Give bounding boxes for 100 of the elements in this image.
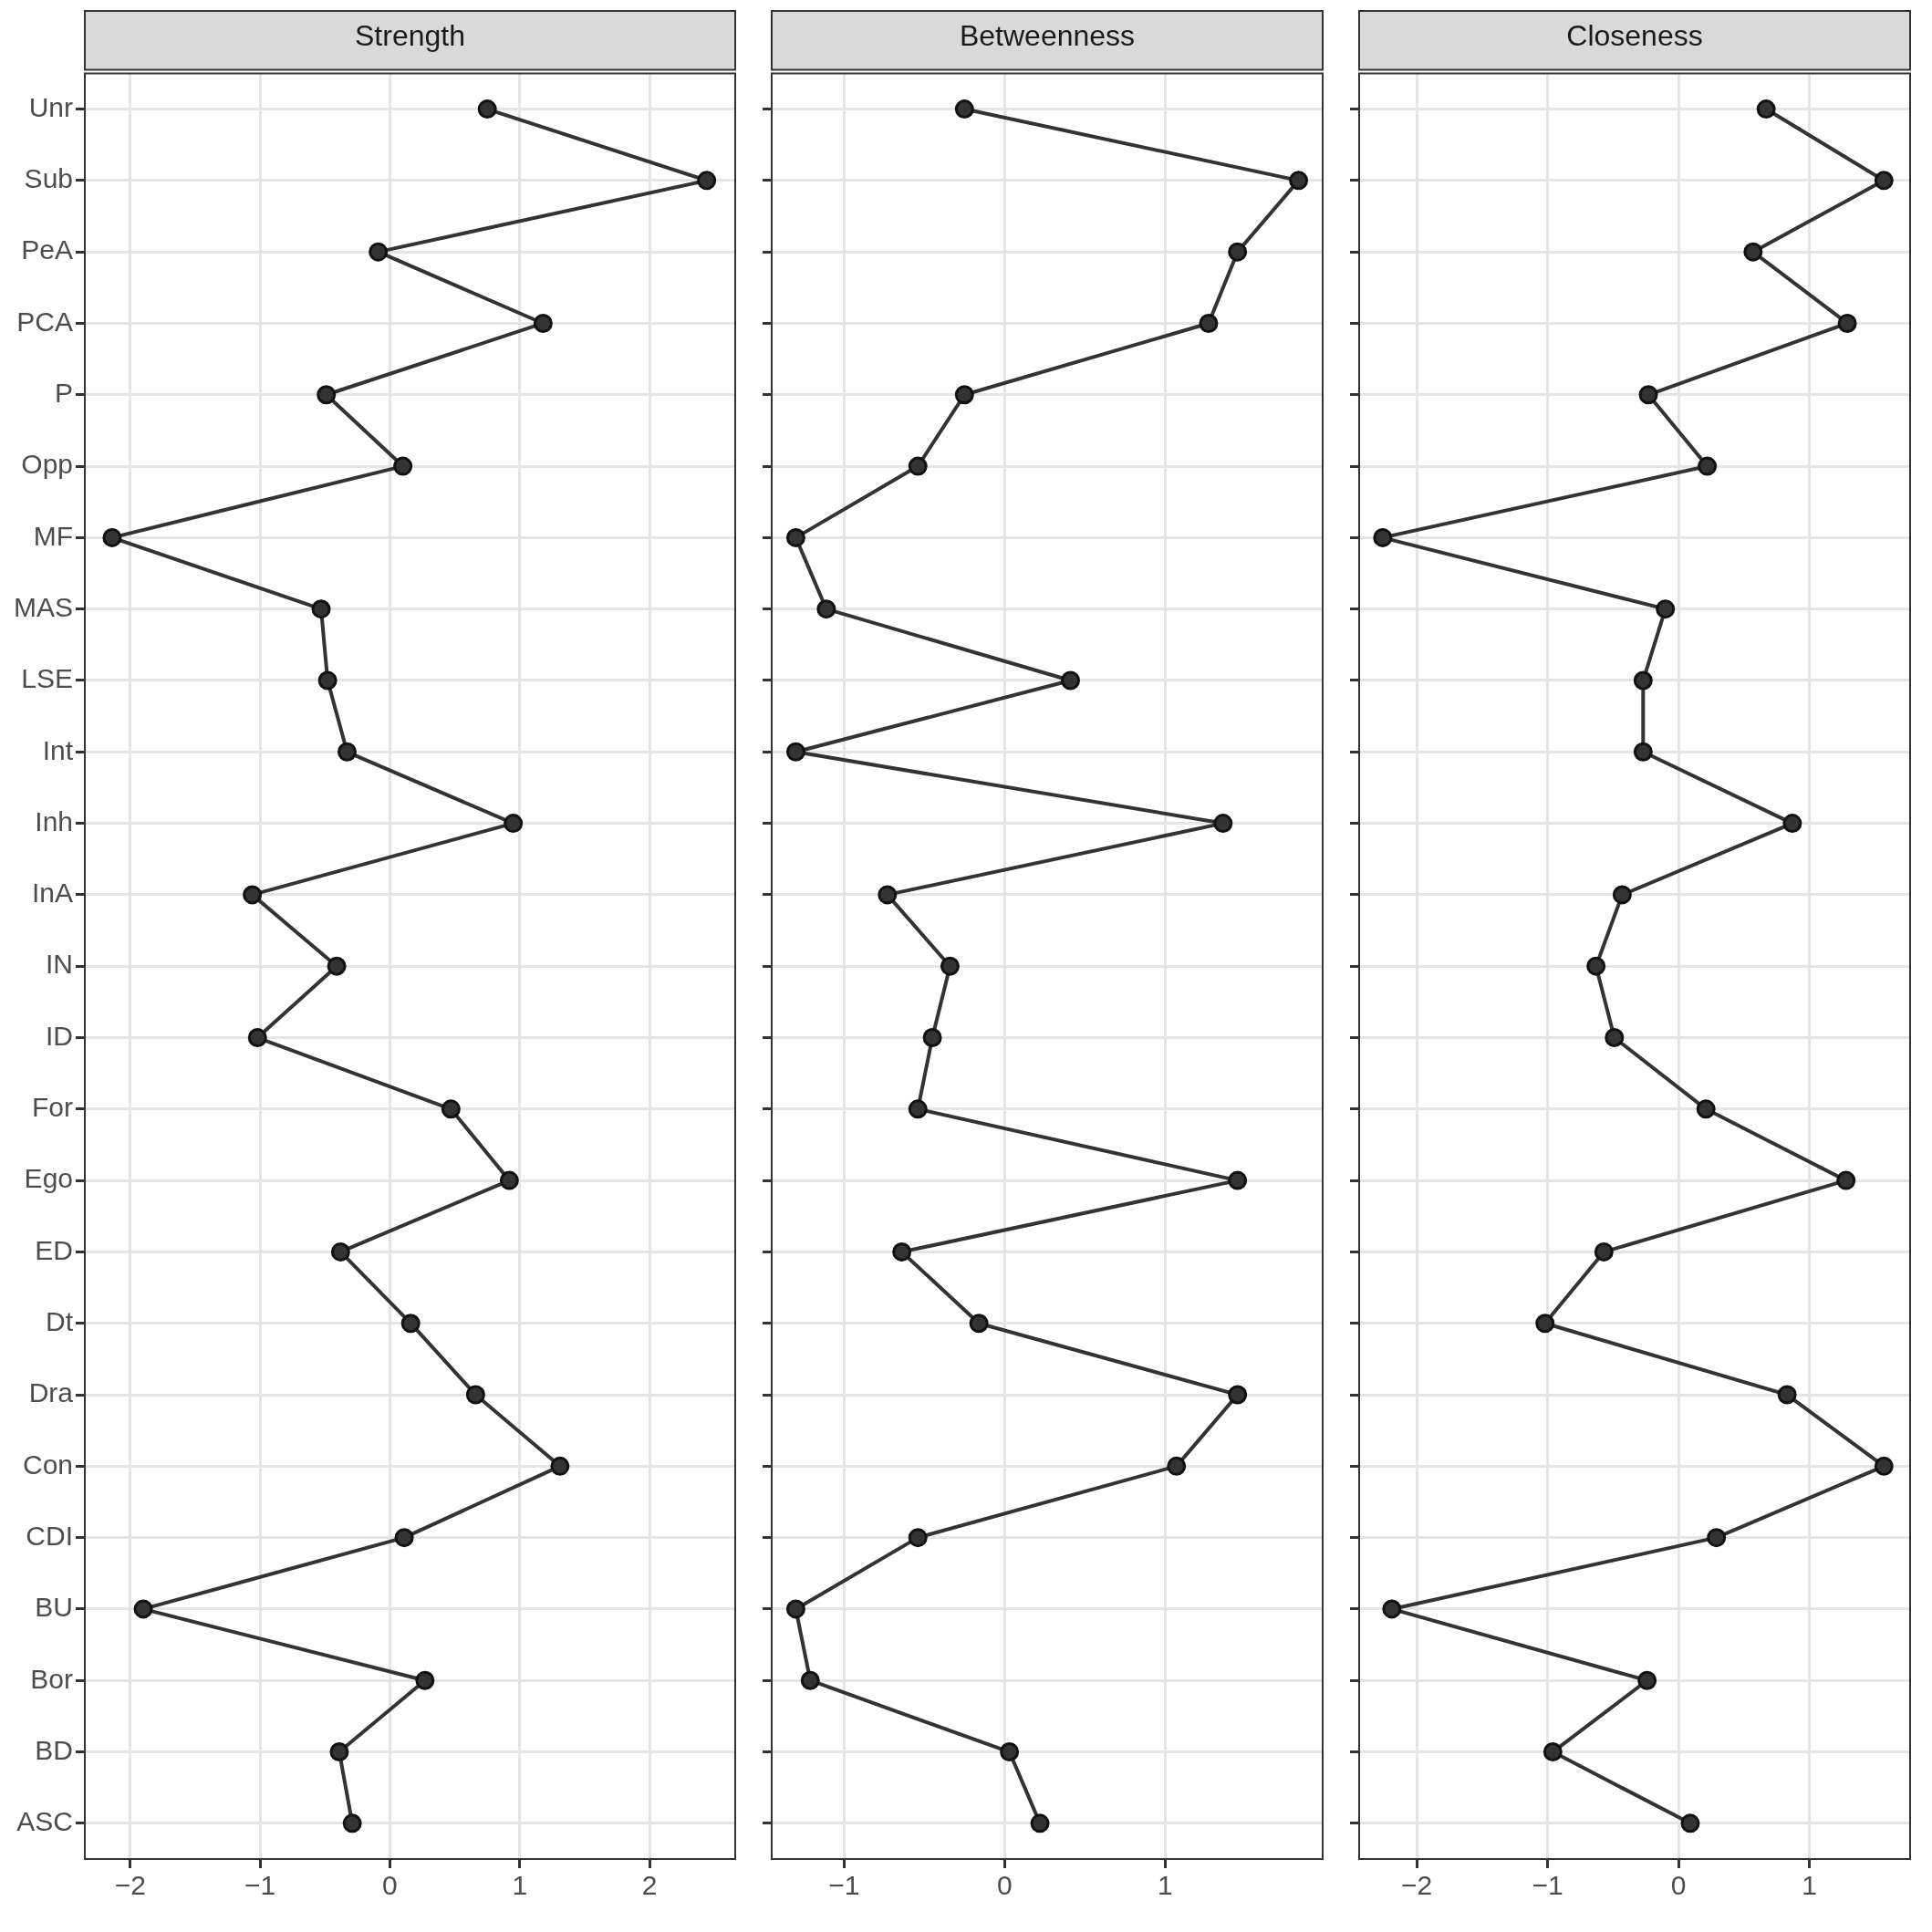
x-tick-label: 0	[996, 1870, 1013, 1901]
point	[477, 99, 497, 119]
y-tick-label: MAS	[13, 591, 74, 622]
point	[415, 1670, 435, 1690]
point	[317, 670, 338, 691]
point	[785, 742, 805, 762]
point	[1637, 1670, 1657, 1690]
x-tick-label: −1	[1532, 1870, 1563, 1901]
point	[1782, 814, 1802, 834]
y-tick-label: MF	[33, 520, 74, 551]
point	[1837, 313, 1857, 333]
chart-title: Closeness	[1566, 19, 1703, 53]
x-tick-label: −1	[244, 1870, 276, 1901]
point	[969, 1314, 989, 1334]
point	[1373, 527, 1393, 547]
point	[892, 1241, 912, 1262]
point	[394, 1528, 414, 1548]
point	[1199, 313, 1219, 333]
point	[954, 385, 974, 405]
point	[1698, 456, 1718, 476]
y-tick-label: BU	[35, 1592, 74, 1623]
x-tick-label: 1	[1158, 1870, 1173, 1901]
y-tick-label: P	[54, 378, 74, 409]
point	[465, 1385, 485, 1405]
point	[1542, 1742, 1563, 1762]
point	[954, 99, 974, 119]
x-tick-label: 1	[1802, 1870, 1817, 1901]
x-tick-label: 0	[382, 1870, 398, 1901]
point	[908, 1528, 928, 1548]
y-tick-label: Unr	[28, 91, 74, 122]
point	[504, 814, 524, 834]
point	[816, 599, 836, 619]
point	[800, 1670, 820, 1690]
point	[1030, 1813, 1050, 1833]
y-tick-label: LSE	[21, 663, 74, 694]
point	[1228, 1170, 1248, 1190]
point	[441, 1099, 461, 1119]
point	[337, 742, 357, 762]
point	[369, 242, 389, 262]
point	[243, 885, 263, 905]
point	[1061, 670, 1081, 691]
y-tick-label: Ego	[24, 1163, 74, 1194]
point	[1756, 99, 1776, 119]
point	[1633, 742, 1653, 762]
point	[329, 1742, 349, 1762]
x-tick-label: 1	[512, 1870, 528, 1901]
point	[1707, 1528, 1727, 1548]
y-tick-label: InA	[31, 878, 74, 909]
point	[1594, 1241, 1614, 1262]
point	[499, 1170, 519, 1190]
y-tick-label: PCA	[16, 306, 74, 337]
point	[1680, 1813, 1700, 1833]
y-tick-label: IN	[46, 949, 74, 980]
point	[1000, 1742, 1020, 1762]
point	[1656, 599, 1676, 619]
x-tick-label: 0	[1670, 1870, 1687, 1901]
point	[1289, 171, 1309, 191]
point	[1633, 670, 1653, 691]
point	[1836, 1170, 1856, 1190]
point	[133, 1599, 153, 1619]
point	[1696, 1099, 1716, 1119]
y-tick-label: ASC	[16, 1806, 74, 1837]
point	[393, 456, 413, 476]
point	[550, 1456, 570, 1476]
point	[311, 599, 331, 619]
x-tick-label: −1	[828, 1870, 860, 1901]
point	[1228, 242, 1248, 262]
point	[908, 1099, 928, 1119]
point	[327, 956, 347, 976]
point	[1743, 242, 1763, 262]
point	[1874, 1456, 1894, 1476]
point	[317, 385, 337, 405]
y-tick-label: Opp	[21, 449, 74, 480]
point	[922, 1028, 942, 1047]
y-tick-label: Inh	[35, 805, 74, 836]
point	[1228, 1385, 1248, 1405]
point	[247, 1028, 267, 1047]
y-tick-label: ID	[46, 1020, 74, 1051]
point	[1213, 814, 1233, 834]
point	[908, 456, 928, 476]
y-tick-label: ED	[35, 1234, 74, 1265]
y-tick-label: Int	[42, 734, 74, 765]
point	[1638, 385, 1658, 405]
point	[533, 313, 553, 333]
point	[785, 527, 805, 547]
y-tick-label: For	[32, 1092, 74, 1123]
point	[1586, 956, 1606, 976]
point	[1777, 1385, 1797, 1405]
point	[1167, 1456, 1187, 1476]
x-tick-label: 2	[641, 1870, 658, 1901]
chart-title: Betweenness	[959, 19, 1136, 53]
y-tick-label: Dt	[46, 1305, 74, 1336]
point	[1535, 1314, 1555, 1334]
y-tick-label: Bor	[30, 1663, 74, 1694]
point	[878, 885, 898, 905]
point	[1605, 1028, 1625, 1047]
point	[342, 1813, 362, 1833]
x-tick-label: −2	[1401, 1870, 1433, 1901]
y-tick-label: Con	[22, 1449, 74, 1480]
x-tick-label: −2	[114, 1870, 146, 1901]
